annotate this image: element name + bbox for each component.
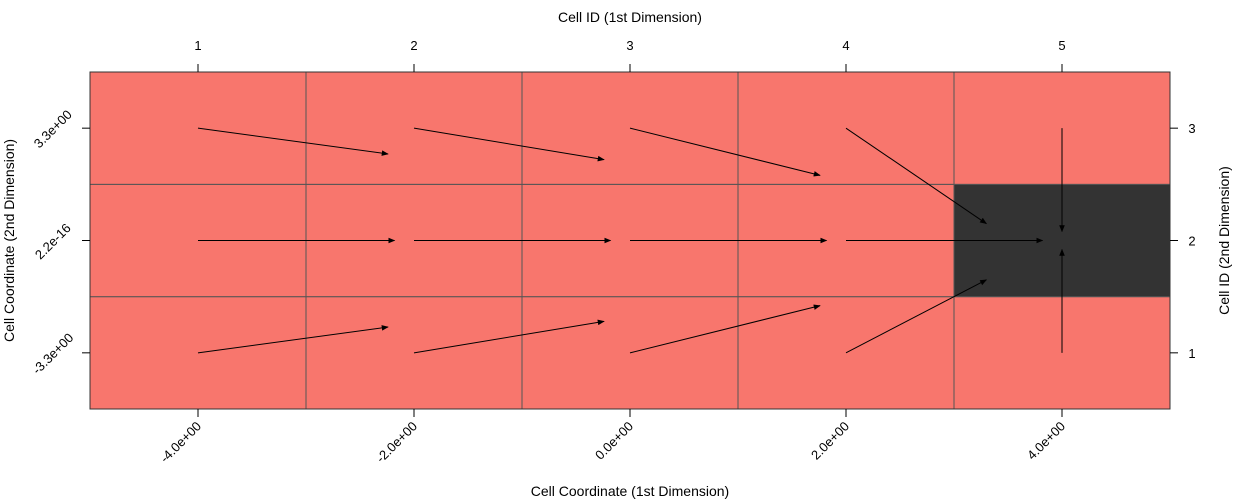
x-tick-label: 4.0e+00 [1024,419,1068,463]
x-tick-label: 0.0e+00 [592,419,636,463]
x-tick-label: 2.0e+00 [808,419,852,463]
x-tick-label: -4.0e+00 [157,419,204,466]
arrow-4-1 [845,279,988,354]
y-tick-label: -3.3e+00 [29,330,76,377]
y2-tick-label: 2 [1188,234,1195,249]
arrow-3-1 [629,304,821,354]
arrow-2-3 [413,127,605,162]
x-axis-title: Cell Coordinate (1st Dimension) [531,483,729,499]
y-tick-label: 2.2e-16 [32,220,74,262]
y2-tick-label: 1 [1188,346,1195,361]
arrow-1-1 [197,325,389,354]
x2-tick-label: 1 [194,38,201,53]
arrow-3-3 [629,127,821,177]
arrow-1-3 [197,127,389,156]
arrow-4-3 [845,127,987,225]
x2-tick-label: 4 [842,38,849,53]
arrow-2-1 [413,319,605,354]
x2-tick-label: 3 [626,38,633,53]
x2-tick-label: 5 [1058,38,1065,53]
x-tick-label: -2.0e+00 [373,419,420,466]
y-axis-title: Cell Coordinate (2nd Dimension) [1,139,17,342]
y2-axis-title: Cell ID (2nd Dimension) [1216,166,1232,315]
y2-tick-label: 3 [1188,121,1195,136]
y-tick-label: 3.3e+00 [31,107,75,151]
x2-tick-label: 2 [410,38,417,53]
x2-axis-title: Cell ID (1st Dimension) [558,9,702,25]
